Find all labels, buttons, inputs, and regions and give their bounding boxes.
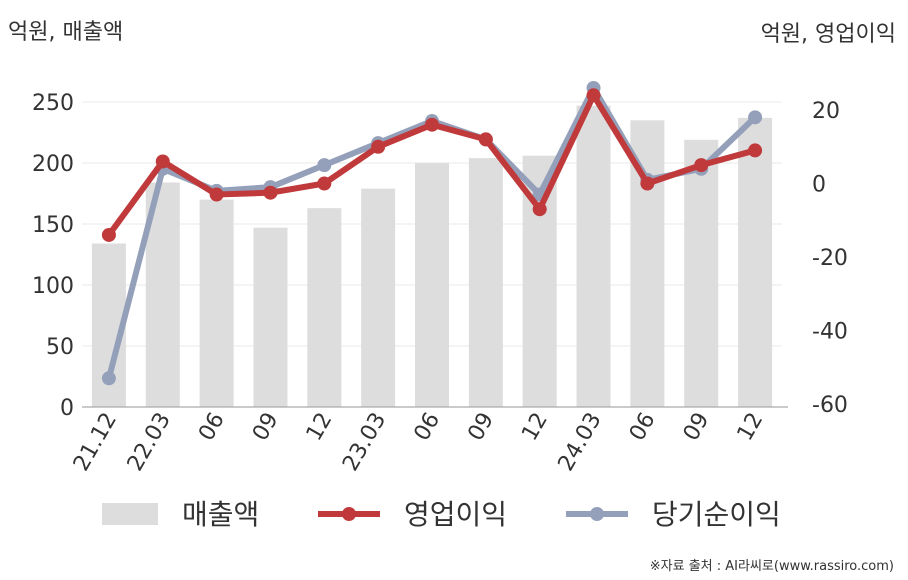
right-tick-label-3: 0 — [812, 173, 826, 198]
net-income-point-0 — [101, 371, 116, 386]
x-tick-label-5: 23.03 — [338, 409, 391, 476]
x-tick-label-10: 06 — [625, 409, 661, 446]
x-tick-label-11: 09 — [679, 409, 715, 446]
legend-label-2: 당기순이익 — [652, 498, 781, 531]
operating-profit-point-2 — [209, 187, 224, 202]
bar-12 — [738, 117, 773, 408]
left-axis-unit: 억원, 매출액 — [8, 20, 124, 45]
x-tick-label-2: 06 — [194, 409, 230, 446]
right-tick-label-0: -60 — [812, 393, 848, 418]
operating-profit-point-5 — [371, 139, 386, 154]
right-tick-label-1: -40 — [812, 320, 848, 345]
operating-profit-point-1 — [155, 154, 170, 169]
left-tick-label-4: 200 — [32, 152, 74, 177]
bar-5 — [361, 188, 396, 407]
left-tick-label-2: 100 — [32, 274, 74, 299]
left-tick-label-5: 250 — [32, 91, 74, 116]
left-tick-label-0: 0 — [60, 396, 74, 421]
bar-6 — [415, 163, 449, 407]
bar-7 — [468, 158, 503, 407]
operating-profit-point-0 — [101, 227, 116, 242]
left-tick-label-3: 150 — [32, 213, 74, 238]
x-tick-label-12: 12 — [733, 409, 769, 446]
x-tick-label-8: 12 — [517, 409, 553, 446]
x-tick-label-3: 09 — [248, 409, 284, 446]
left-tick-label-1: 50 — [46, 335, 74, 360]
net-income-point-12 — [748, 110, 763, 125]
operating-profit-point-8 — [532, 202, 547, 217]
bar-11 — [684, 139, 719, 407]
legend-swatch-sales — [102, 503, 158, 525]
source-note: ※자료 출처 : AI라씨로(www.rassiro.com) — [649, 559, 894, 574]
legend-swatch-marker-2 — [590, 507, 604, 521]
right-tick-label-4: 20 — [812, 99, 840, 124]
operating-profit-point-10 — [640, 176, 655, 191]
right-tick-label-2: -20 — [812, 246, 848, 271]
x-tick-label-6: 06 — [410, 409, 446, 446]
legend-label-0: 매출액 — [182, 498, 259, 531]
x-tick-label-0: 21.12 — [69, 409, 122, 476]
operating-profit-point-11 — [694, 158, 709, 173]
legend-swatch-marker-1 — [342, 507, 356, 521]
bar-2 — [199, 199, 234, 407]
operating-profit-point-12 — [748, 143, 763, 158]
x-tick-label-7: 09 — [463, 409, 499, 446]
operating-profit-point-9 — [586, 88, 601, 103]
operating-profit-point-4 — [317, 176, 332, 191]
bar-9 — [576, 105, 611, 407]
net-income-point-4 — [317, 158, 332, 173]
bar-4 — [307, 208, 342, 407]
x-tick-label-4: 12 — [302, 409, 338, 446]
right-axis-unit: 억원, 영업이익 — [760, 22, 896, 47]
x-tick-label-1: 22.03 — [123, 409, 176, 476]
operating-profit-point-6 — [425, 117, 439, 132]
operating-profit-point-7 — [478, 132, 493, 147]
x-tick-label-9: 24.03 — [554, 409, 607, 476]
bar-3 — [253, 227, 288, 407]
operating-profit-point-3 — [263, 185, 278, 200]
legend-label-1: 영업이익 — [404, 498, 507, 531]
